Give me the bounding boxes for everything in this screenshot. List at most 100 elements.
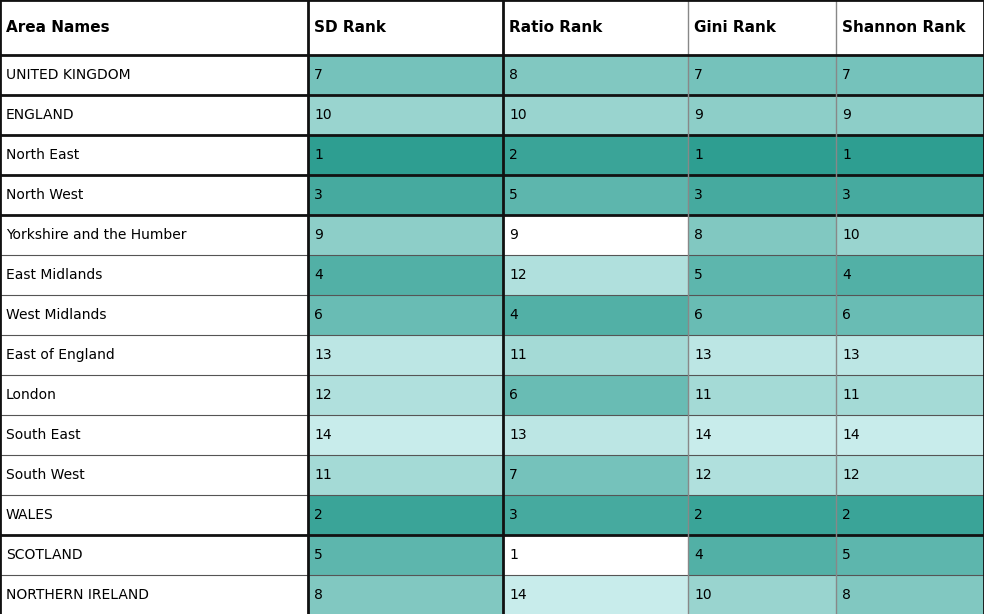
Bar	[308, 495, 503, 535]
Text: 7: 7	[694, 68, 703, 82]
Bar	[836, 375, 984, 415]
Bar	[836, 335, 984, 375]
Text: 11: 11	[842, 388, 860, 402]
Bar	[503, 375, 688, 415]
Bar	[503, 0, 688, 55]
Text: 1: 1	[842, 148, 851, 162]
Bar	[688, 295, 836, 335]
Bar	[503, 175, 688, 215]
Bar	[836, 95, 984, 135]
Text: North West: North West	[6, 188, 84, 202]
Text: 1: 1	[509, 548, 518, 562]
Text: 6: 6	[314, 308, 323, 322]
Text: 1: 1	[314, 148, 323, 162]
Bar	[0, 255, 308, 295]
Text: 11: 11	[314, 468, 332, 482]
Text: 5: 5	[694, 268, 703, 282]
Bar	[688, 55, 836, 95]
Bar	[0, 335, 308, 375]
Bar	[308, 375, 503, 415]
Bar	[688, 255, 836, 295]
Text: South East: South East	[6, 428, 81, 442]
Text: 5: 5	[509, 188, 518, 202]
Bar	[836, 215, 984, 255]
Text: 7: 7	[842, 68, 851, 82]
Text: 7: 7	[509, 468, 518, 482]
Bar	[308, 175, 503, 215]
Bar	[503, 455, 688, 495]
Bar	[836, 135, 984, 175]
Bar	[836, 55, 984, 95]
Text: 12: 12	[694, 468, 711, 482]
Bar	[308, 255, 503, 295]
Text: Area Names: Area Names	[6, 20, 109, 35]
Text: 2: 2	[509, 148, 518, 162]
Bar	[308, 135, 503, 175]
Bar	[0, 575, 308, 614]
Bar	[308, 455, 503, 495]
Text: 4: 4	[314, 268, 323, 282]
Bar	[0, 0, 308, 55]
Bar	[503, 295, 688, 335]
Text: UNITED KINGDOM: UNITED KINGDOM	[6, 68, 131, 82]
Bar	[308, 55, 503, 95]
Text: 9: 9	[842, 108, 851, 122]
Bar	[688, 95, 836, 135]
Text: 10: 10	[509, 108, 526, 122]
Text: 4: 4	[842, 268, 851, 282]
Bar	[688, 135, 836, 175]
Bar	[836, 455, 984, 495]
Text: 12: 12	[842, 468, 860, 482]
Text: London: London	[6, 388, 57, 402]
Text: NORTHERN IRELAND: NORTHERN IRELAND	[6, 588, 149, 602]
Text: 13: 13	[314, 348, 332, 362]
Bar	[0, 135, 308, 175]
Bar	[836, 415, 984, 455]
Bar	[688, 415, 836, 455]
Text: 13: 13	[509, 428, 526, 442]
Text: Gini Rank: Gini Rank	[694, 20, 776, 35]
Text: West Midlands: West Midlands	[6, 308, 106, 322]
Text: 6: 6	[842, 308, 851, 322]
Bar	[688, 0, 836, 55]
Bar	[308, 575, 503, 614]
Text: East of England: East of England	[6, 348, 115, 362]
Bar	[503, 55, 688, 95]
Bar	[836, 495, 984, 535]
Text: Ratio Rank: Ratio Rank	[509, 20, 602, 35]
Text: 9: 9	[694, 108, 703, 122]
Bar	[0, 375, 308, 415]
Text: 8: 8	[509, 68, 518, 82]
Text: 2: 2	[314, 508, 323, 522]
Text: SD Rank: SD Rank	[314, 20, 386, 35]
Text: 11: 11	[694, 388, 711, 402]
Text: 8: 8	[694, 228, 703, 242]
Text: Shannon Rank: Shannon Rank	[842, 20, 965, 35]
Text: 3: 3	[694, 188, 703, 202]
Bar	[503, 495, 688, 535]
Bar	[503, 415, 688, 455]
Text: 3: 3	[509, 508, 518, 522]
Bar	[0, 455, 308, 495]
Bar	[836, 295, 984, 335]
Text: 8: 8	[842, 588, 851, 602]
Bar	[0, 95, 308, 135]
Bar	[0, 415, 308, 455]
Bar	[308, 415, 503, 455]
Bar	[688, 575, 836, 614]
Text: 13: 13	[842, 348, 860, 362]
Bar	[503, 535, 688, 575]
Text: 7: 7	[314, 68, 323, 82]
Bar	[836, 535, 984, 575]
Text: 3: 3	[314, 188, 323, 202]
Bar	[0, 215, 308, 255]
Text: 14: 14	[842, 428, 860, 442]
Bar	[503, 135, 688, 175]
Text: 5: 5	[842, 548, 851, 562]
Text: 11: 11	[509, 348, 526, 362]
Bar	[0, 295, 308, 335]
Text: 2: 2	[694, 508, 703, 522]
Bar	[308, 535, 503, 575]
Text: 12: 12	[509, 268, 526, 282]
Bar	[308, 0, 503, 55]
